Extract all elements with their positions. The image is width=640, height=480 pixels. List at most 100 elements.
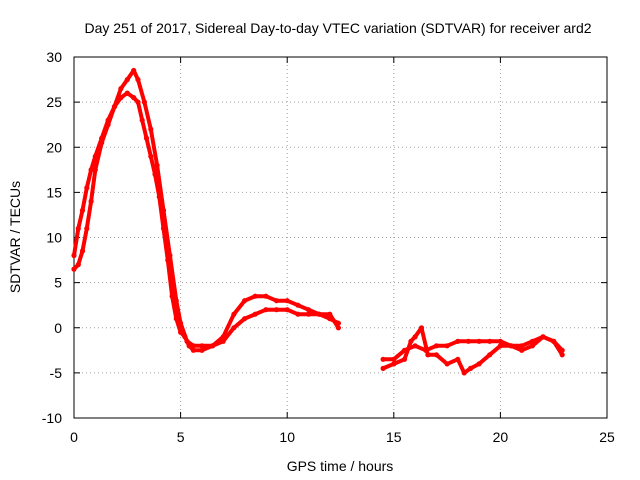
data-point [455,356,461,362]
data-point [273,298,280,304]
data-point [327,311,333,317]
data-point [141,99,147,105]
data-point [79,248,86,254]
data-point [79,207,86,213]
series-line-track-1 [72,91,341,353]
data-point [444,361,450,367]
data-point [529,343,536,349]
data-point [519,343,525,349]
data-point [88,167,94,173]
axis-ticks: 0 5 10 15 20 25 -10 -5 0 5 10 15 20 25 30 [42,49,615,445]
data-point [124,90,130,96]
data-point [99,140,105,146]
data-point [178,320,184,326]
data-point [425,352,431,358]
data-point [92,167,98,173]
data-series [71,67,565,376]
data-point [335,325,341,331]
data-point [118,86,124,92]
y-tick-label: 25 [46,94,62,110]
data-point [154,162,160,168]
data-point [461,370,467,376]
data-point [263,293,269,299]
data-point [71,252,77,259]
data-point [231,311,237,317]
plot-frame [73,56,608,419]
x-tick-label: 0 [70,429,78,445]
data-point [199,347,205,353]
data-point [242,298,248,304]
data-point [148,126,154,132]
data-point [412,334,418,340]
data-point [167,252,173,259]
data-point [105,122,111,128]
x-tick-label: 25 [599,429,615,445]
data-point [75,262,81,268]
data-point [111,104,118,110]
data-point [401,356,408,362]
data-point [169,293,175,299]
data-point [380,365,386,371]
data-point [75,225,81,232]
x-axis-label: GPS time / hours [287,458,394,474]
data-point [252,293,258,299]
data-point [135,99,141,105]
data-point [465,338,471,344]
data-point [551,338,557,344]
data-point [135,77,141,83]
data-point [540,334,546,340]
data-point [408,338,414,344]
data-point [84,185,90,191]
data-point [273,307,280,313]
data-point [497,343,503,349]
y-tick-label: 15 [46,184,62,200]
y-tick-label: 5 [54,275,62,291]
y-tick-label: -10 [42,410,62,426]
data-point [418,325,425,331]
data-point [487,338,493,344]
data-point [242,316,248,322]
data-point [148,153,154,159]
data-point [139,117,145,123]
data-point [519,347,525,353]
series-line-track-4 [381,325,565,375]
data-point [131,67,137,74]
x-tick-label: 15 [386,429,402,445]
data-point [220,334,226,340]
data-point [263,307,269,313]
data-point [391,356,397,362]
data-point [184,338,190,344]
data-point [71,266,77,272]
y-tick-label: 20 [46,139,62,155]
data-point [391,361,397,367]
data-point [84,225,90,232]
data-point [284,307,290,313]
y-tick-label: 30 [46,49,62,65]
data-point [487,352,493,358]
data-point [380,356,386,362]
y-tick-label: -5 [50,365,63,381]
data-point [444,343,450,349]
x-tick-label: 20 [493,429,509,445]
data-point [497,338,503,344]
grid [74,57,607,418]
data-point [173,298,179,304]
data-point [412,343,418,349]
data-point [210,343,216,349]
x-tick-label: 5 [177,429,185,445]
data-point [559,352,565,358]
data-point [143,135,150,141]
y-tick-label: 0 [54,320,62,336]
data-point [252,311,258,317]
x-tick-label: 10 [279,429,295,445]
data-point [433,343,439,349]
data-point [160,207,167,213]
data-point [305,311,312,317]
data-point [295,302,301,308]
data-point [316,311,322,317]
data-point [455,338,461,344]
data-point [190,343,196,349]
y-tick-label: 10 [46,230,62,246]
y-axis-label: SDTVAR / TECUs [7,181,23,293]
